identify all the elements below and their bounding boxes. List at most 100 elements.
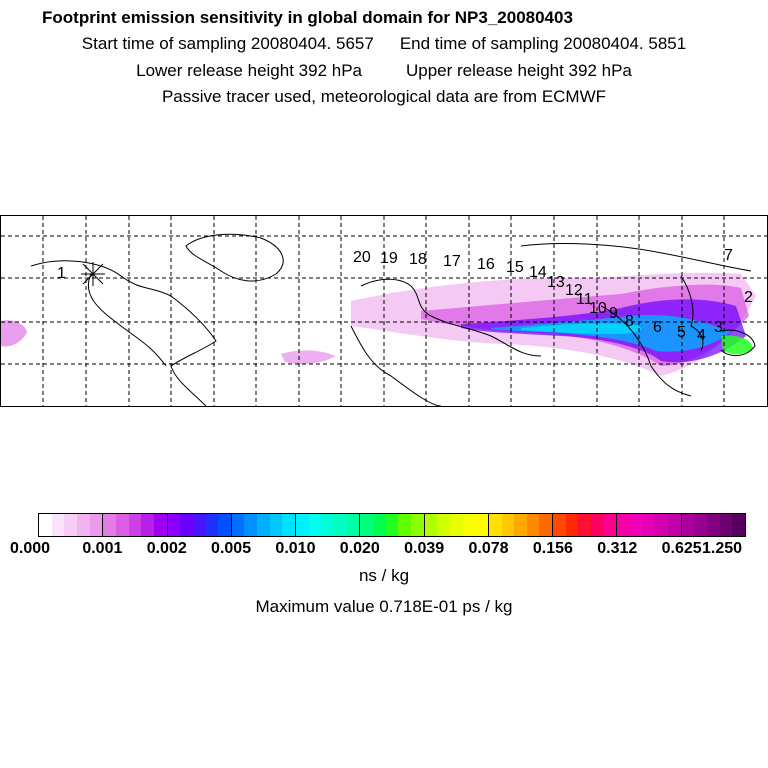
trajectory-label: 5 <box>677 324 686 341</box>
color-scale-tick: 0.625 <box>661 540 702 557</box>
color-step <box>257 514 270 536</box>
trajectory-labels: 1 2 3 4 5 6 7 8 9 10 11 12 13 14 15 16 1… <box>57 247 753 344</box>
color-step <box>732 514 745 536</box>
color-step <box>488 514 502 536</box>
color-step <box>694 514 707 536</box>
color-step <box>76 514 90 536</box>
color-step <box>591 514 604 536</box>
trajectory-label: 15 <box>506 259 524 276</box>
color-segment <box>359 514 424 536</box>
color-step <box>630 514 643 536</box>
color-step <box>51 514 65 536</box>
color-step <box>103 514 116 536</box>
world-map: 1 2 3 4 5 6 7 8 9 10 11 12 13 14 15 16 1… <box>0 215 768 407</box>
color-scale-tick: 0.000 <box>9 540 51 557</box>
color-step <box>231 514 245 536</box>
color-step <box>681 514 695 536</box>
trajectory-label: 17 <box>443 253 461 270</box>
end-time-label: End time of sampling 20080404. 5851 <box>399 34 687 53</box>
start-time-label: Start time of sampling 20080404. 5657 <box>81 34 374 53</box>
color-step <box>514 514 527 536</box>
color-step <box>603 514 617 536</box>
color-segment <box>295 514 360 536</box>
color-step <box>424 514 438 536</box>
trajectory-label: 1 <box>57 265 66 282</box>
color-step <box>128 514 142 536</box>
color-scale-tick: 0.001 <box>82 540 123 557</box>
color-segment <box>680 514 745 536</box>
trajectory-label: 8 <box>625 313 634 330</box>
color-step <box>282 514 296 536</box>
color-step <box>526 514 540 536</box>
color-step <box>539 514 553 536</box>
color-step <box>192 514 206 536</box>
sampling-times: Start time of sampling 20080404. 5657 End… <box>0 34 768 54</box>
color-segment <box>616 514 681 536</box>
color-segment <box>102 514 167 536</box>
color-step <box>218 514 231 536</box>
trajectory-label: 18 <box>409 251 427 268</box>
color-step <box>642 514 656 536</box>
color-step <box>39 514 52 536</box>
color-step <box>668 514 681 536</box>
color-segment <box>166 514 231 536</box>
color-step <box>578 514 592 536</box>
color-scale-tick: 0.039 <box>404 540 445 557</box>
unit-label: ns / kg <box>358 566 410 585</box>
trajectory-label: 9 <box>609 305 618 322</box>
color-scale-tick: 0.002 <box>146 540 187 557</box>
color-step <box>565 514 579 536</box>
color-step <box>398 514 411 536</box>
trajectory-label: 14 <box>529 264 547 281</box>
map-canvas: 1 2 3 4 5 6 7 8 9 10 11 12 13 14 15 16 1… <box>1 216 767 406</box>
release-heights: Lower release height 392 hPa Upper releas… <box>0 61 768 81</box>
trajectory-label: 11 <box>576 291 593 308</box>
trajectory-label: 13 <box>547 274 565 291</box>
color-step <box>269 514 283 536</box>
color-step <box>296 514 309 536</box>
color-step <box>617 514 631 536</box>
color-scale-tick: 0.312 <box>597 540 638 557</box>
color-scale-tick: 0.010 <box>275 540 316 557</box>
color-step <box>180 514 193 536</box>
color-step <box>141 514 154 536</box>
color-segment <box>487 514 553 536</box>
color-step <box>449 514 463 536</box>
maximum-value: Maximum value 0.718E-01 ps / kg <box>255 597 513 616</box>
color-step <box>462 514 476 536</box>
trajectory-label: 20 <box>353 249 371 266</box>
color-scale-tick: 0.078 <box>468 540 509 557</box>
trajectory-label: 12 <box>565 282 583 299</box>
trajectory-label: 19 <box>380 250 398 267</box>
color-scale-bar <box>38 513 746 537</box>
trajectory-label: 6 <box>653 319 662 336</box>
color-step <box>360 514 373 536</box>
sensitivity-plume <box>1 272 756 376</box>
color-step <box>115 514 129 536</box>
plot-title: Footprint emission sensitivity in global… <box>42 8 573 27</box>
color-scale-tick: 1.250 <box>701 540 743 557</box>
color-step <box>553 514 566 536</box>
color-step <box>655 514 669 536</box>
trajectory-label: 7 <box>724 247 733 264</box>
color-step <box>385 514 399 536</box>
color-step <box>321 514 335 536</box>
color-step <box>706 514 720 536</box>
trajectory-label: 4 <box>697 327 706 344</box>
trajectory-label: 2 <box>744 289 753 306</box>
color-step <box>89 514 103 536</box>
release-point-icon <box>81 262 105 286</box>
color-step <box>437 514 450 536</box>
color-step <box>372 514 386 536</box>
color-scale-tick: 0.156 <box>532 540 573 557</box>
color-segment <box>552 514 617 536</box>
color-step <box>346 514 360 536</box>
color-step <box>244 514 258 536</box>
color-step <box>167 514 181 536</box>
color-step <box>501 514 515 536</box>
color-step <box>205 514 219 536</box>
color-segment <box>39 514 103 536</box>
color-step <box>64 514 77 536</box>
graticule <box>1 216 767 406</box>
color-scale-tick: 0.005 <box>211 540 252 557</box>
